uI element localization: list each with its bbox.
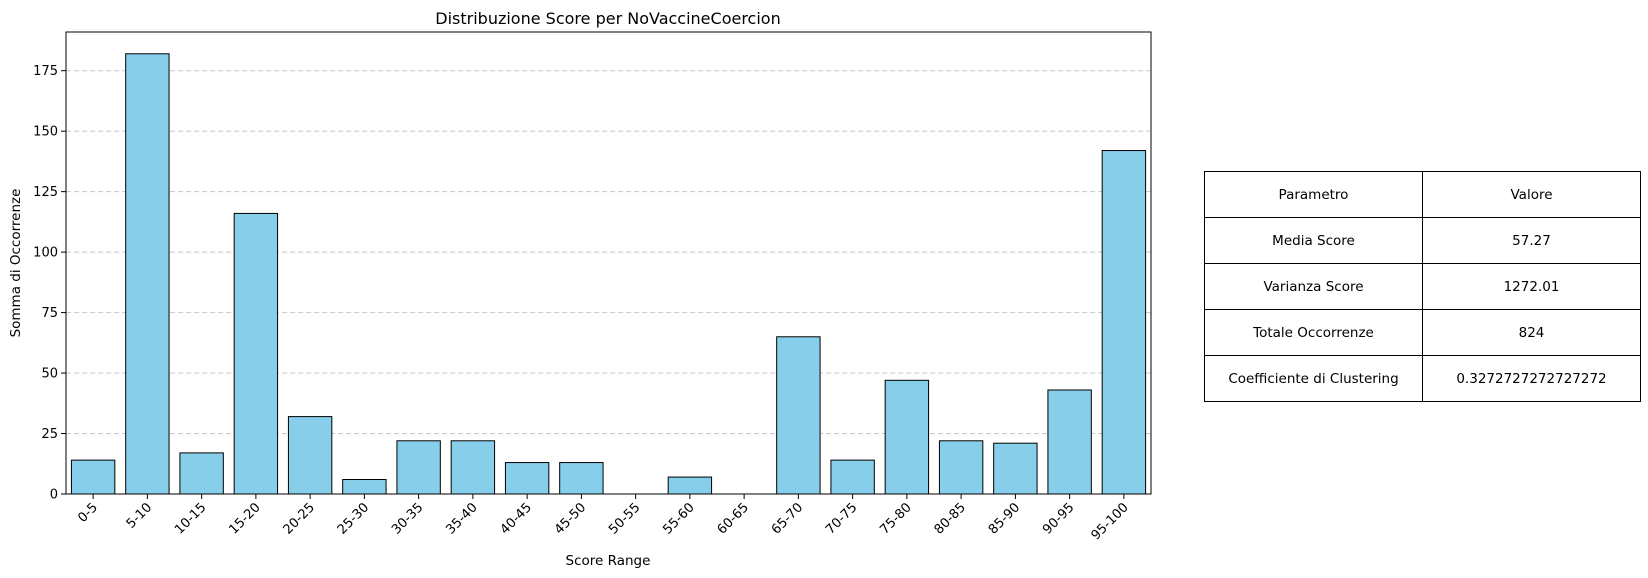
bar-90-95 [1047,389,1092,495]
table-header-row: Parametro Valore [1204,171,1641,218]
table-row: Media Score 57.27 [1204,217,1641,264]
x-tick-label: 55-60 [660,500,697,537]
y-tick-label: 100 [33,246,58,261]
x-tick-label: 25-30 [335,500,372,537]
x-tick-label: 5-10 [124,500,155,531]
table-row: Coefficiente di Clustering 0.32727272727… [1204,355,1641,402]
y-tick-label: 150 [33,125,58,140]
bar-95-100 [1101,150,1147,495]
table-cell: 824 [1422,309,1641,356]
bar-40-45 [504,462,550,495]
x-tick-label: 70-75 [823,500,860,537]
x-tick-label: 20-25 [281,500,318,537]
table-cell: 0.3272727272727272 [1422,355,1641,402]
x-tick-label: 65-70 [769,500,806,537]
x-axis-ticks: 0-5 5-10 10-15 15-20 20-25 25-30 30-35 35-40 40-… [75,494,1132,543]
chart-title: Distribuzione Score per NoVaccineCoercio… [435,9,780,28]
table-cell: Coefficiente di Clustering [1204,355,1423,402]
y-tick-label: 75 [41,306,58,321]
x-tick-label: 85-90 [986,500,1023,537]
table-cell: Varianza Score [1204,263,1423,310]
y-tick-label: 50 [41,367,58,382]
bar-55-60 [667,476,713,495]
x-tick-label: 35-40 [443,500,480,537]
bar-5-10 [125,53,170,495]
x-tick-label: 45-50 [552,500,589,537]
bar-65-70 [776,336,821,495]
y-axis-label: Somma di Occorrenze [8,189,24,338]
bars [70,53,1147,495]
table-header-cell: Parametro [1204,171,1423,218]
x-tick-label: 30-35 [389,500,426,537]
bar-70-75 [830,459,875,495]
table-header-cell: Valore [1422,171,1641,218]
table-cell: Totale Occorrenze [1204,309,1423,356]
stats-table: Parametro Valore Media Score 57.27 Varia… [1204,171,1641,402]
grid-lines [66,70,1151,495]
table-cell: 57.27 [1422,217,1641,264]
table-cell: Media Score [1204,217,1423,264]
bar-10-15 [179,452,224,495]
x-tick-label: 75-80 [877,500,914,537]
bar-35-40 [450,440,496,495]
x-tick-label: 50-55 [606,500,643,537]
x-tick-label: 60-65 [715,500,752,537]
x-tick-label: 90-95 [1040,500,1077,537]
bar-30-35 [396,440,441,495]
x-tick-label: 80-85 [932,500,969,537]
bar-75-80 [884,379,930,495]
bar-0-5 [70,459,116,495]
x-tick-label: 0-5 [75,500,101,526]
bar-80-85 [938,440,984,495]
plot-frame [65,31,1152,495]
x-tick-label: 15-20 [226,500,263,537]
table-row: Varianza Score 1272.01 [1204,263,1641,310]
y-tick-label: 175 [33,64,58,79]
y-tick-label: 25 [41,427,58,442]
table-row: Totale Occorrenze 824 [1204,309,1641,356]
y-axis-ticks: 0 25 50 75 100 125 150 175 [33,64,66,503]
x-tick-label: 40-45 [498,500,535,537]
bar-15-20 [233,212,279,495]
table-cell: 1272.01 [1422,263,1641,310]
x-tick-label: 95-100 [1089,500,1132,543]
bar-85-90 [993,442,1038,495]
bar-45-50 [559,462,604,495]
x-tick-label: 10-15 [172,500,209,537]
bar-25-30 [342,478,387,495]
bar-20-25 [287,416,333,495]
x-axis-label: Score Range [566,553,651,569]
y-tick-label: 0 [50,488,58,503]
y-tick-label: 125 [33,185,58,200]
